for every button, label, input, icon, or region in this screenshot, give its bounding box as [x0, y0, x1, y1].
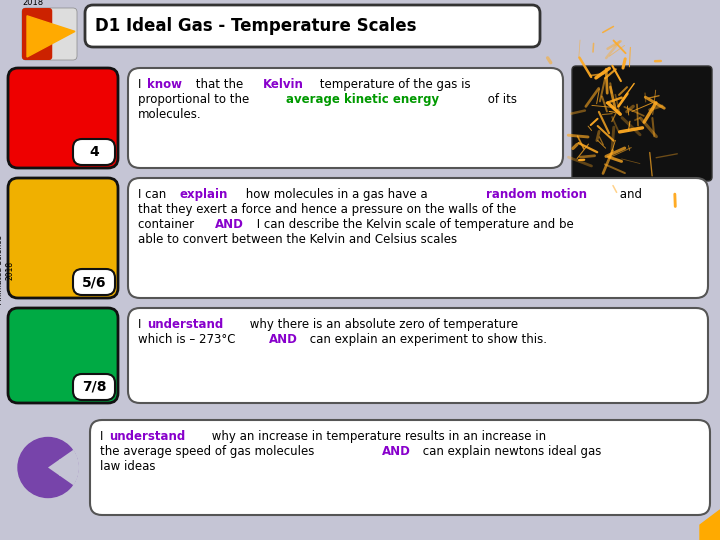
Text: that the: that the	[192, 78, 248, 91]
Text: which is – 273°C: which is – 273°C	[138, 333, 239, 346]
Text: understand: understand	[109, 430, 186, 443]
FancyBboxPatch shape	[128, 308, 708, 403]
Text: and: and	[616, 188, 642, 201]
Text: law ideas: law ideas	[100, 460, 156, 473]
FancyBboxPatch shape	[8, 308, 118, 403]
Text: I: I	[138, 78, 145, 91]
FancyBboxPatch shape	[73, 269, 115, 295]
Text: random motion: random motion	[486, 188, 587, 201]
Text: Kelvin: Kelvin	[264, 78, 304, 91]
Text: proportional to the: proportional to the	[138, 93, 253, 106]
FancyBboxPatch shape	[8, 178, 118, 298]
FancyBboxPatch shape	[85, 5, 540, 47]
Text: temperature of the gas is: temperature of the gas is	[316, 78, 471, 91]
Text: D1 Ideal Gas - Temperature Scales: D1 Ideal Gas - Temperature Scales	[95, 17, 416, 35]
Polygon shape	[60, 460, 70, 476]
Text: molecules.: molecules.	[138, 108, 202, 121]
Text: can explain an experiment to show this.: can explain an experiment to show this.	[306, 333, 547, 346]
Text: know: know	[147, 78, 182, 91]
FancyBboxPatch shape	[8, 68, 118, 168]
Text: container: container	[138, 218, 198, 231]
Text: I can describe the Kelvin scale of temperature and be: I can describe the Kelvin scale of tempe…	[253, 218, 573, 231]
Text: that they exert a force and hence a pressure on the walls of the: that they exert a force and hence a pres…	[138, 203, 516, 216]
Text: why an increase in temperature results in an increase in: why an increase in temperature results i…	[207, 430, 546, 443]
Text: AND: AND	[382, 445, 410, 458]
Text: can explain newtons ideal gas: can explain newtons ideal gas	[419, 445, 601, 458]
FancyBboxPatch shape	[73, 374, 115, 400]
Circle shape	[18, 437, 78, 497]
FancyBboxPatch shape	[73, 139, 115, 165]
FancyBboxPatch shape	[572, 66, 712, 181]
Text: I: I	[138, 318, 145, 331]
FancyBboxPatch shape	[128, 68, 563, 168]
Text: why there is an absolute zero of temperature: why there is an absolute zero of tempera…	[246, 318, 518, 331]
FancyBboxPatch shape	[128, 178, 708, 298]
Text: AND: AND	[269, 333, 297, 346]
FancyBboxPatch shape	[22, 8, 53, 60]
Text: I: I	[100, 430, 107, 443]
Text: the average speed of gas molecules: the average speed of gas molecules	[100, 445, 318, 458]
Text: average kinetic energy: average kinetic energy	[287, 93, 439, 106]
Text: 7/8: 7/8	[82, 380, 107, 394]
Text: able to convert between the Kelvin and Celsius scales: able to convert between the Kelvin and C…	[138, 233, 457, 246]
Text: explain: explain	[179, 188, 228, 201]
Text: 4: 4	[89, 145, 99, 159]
Wedge shape	[48, 450, 79, 485]
Text: AND: AND	[215, 218, 244, 231]
Text: Mr D Powell
2018: Mr D Powell 2018	[22, 0, 71, 7]
Text: Animated Science
2018: Animated Science 2018	[0, 235, 14, 305]
Text: 5/6: 5/6	[82, 275, 107, 289]
Polygon shape	[700, 510, 720, 540]
Text: understand: understand	[147, 318, 223, 331]
Text: of its: of its	[484, 93, 517, 106]
Polygon shape	[27, 16, 75, 57]
FancyBboxPatch shape	[90, 420, 710, 515]
Text: how molecules in a gas have a: how molecules in a gas have a	[242, 188, 431, 201]
FancyBboxPatch shape	[22, 8, 77, 60]
Text: I can: I can	[138, 188, 170, 201]
